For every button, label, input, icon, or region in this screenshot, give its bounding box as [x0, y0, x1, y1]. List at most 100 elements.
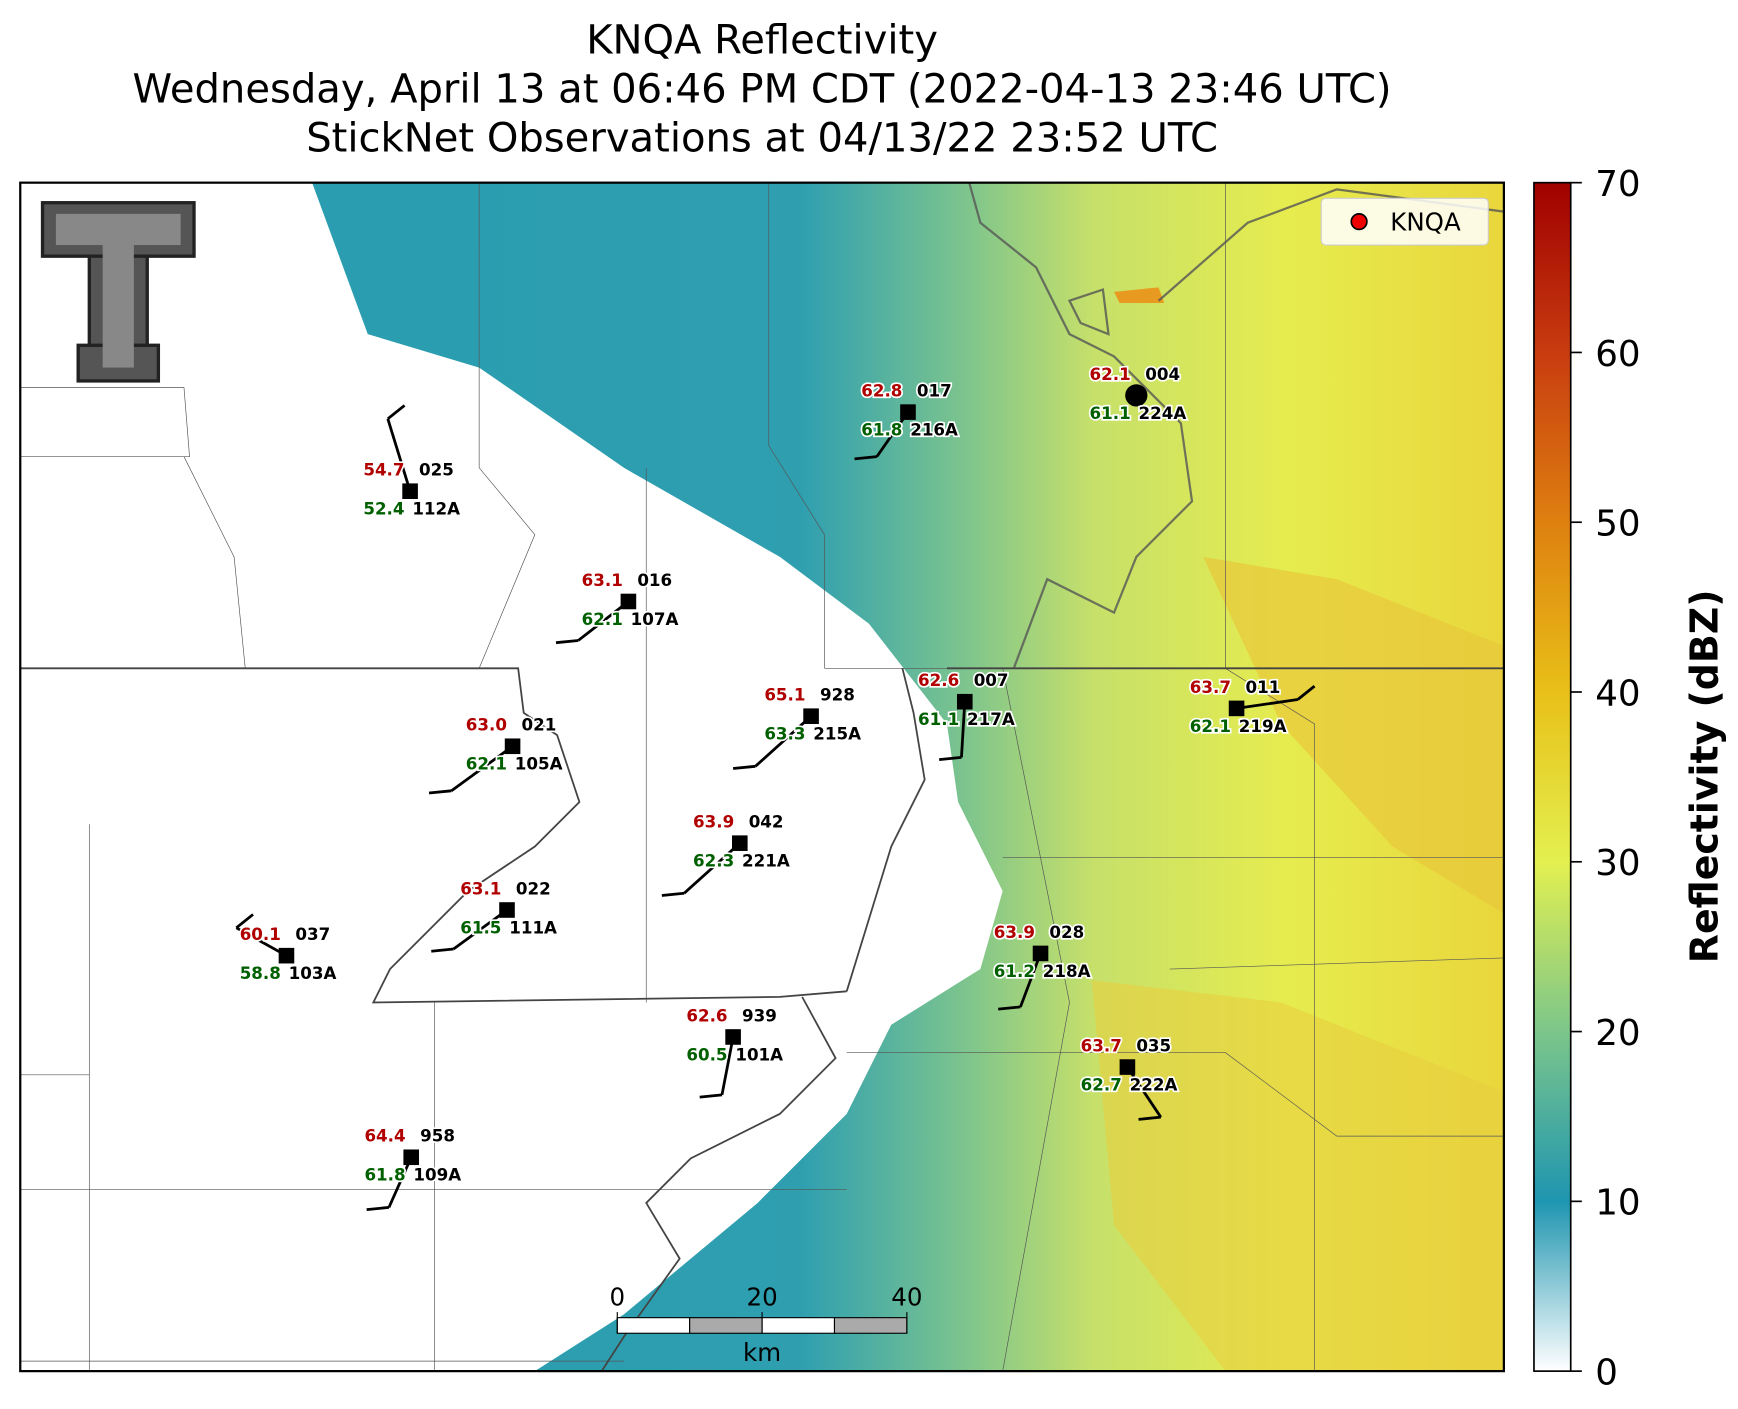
title-line: KNQA Reflectivity [586, 17, 938, 63]
probe-id: 219A [1239, 716, 1287, 736]
radar-echo-core [1114, 287, 1165, 303]
dewpoint: 61.5 [460, 917, 501, 937]
scale-unit: km [743, 1338, 781, 1367]
station-marker [1032, 945, 1049, 962]
station-id: 035 [1136, 1035, 1171, 1055]
title-line: StickNet Observations at 04/13/22 23:52 … [306, 115, 1218, 161]
wind-barb [387, 1156, 413, 1208]
station-marker [1228, 700, 1245, 717]
station-id: 007 [974, 670, 1009, 690]
wind-barb [431, 947, 454, 953]
colorbar-tick-label: 50 [1595, 504, 1640, 545]
probe-id: 109A [413, 1165, 461, 1185]
scale-segment [761, 1317, 836, 1334]
probe-id: 107A [631, 609, 679, 629]
station-id: 025 [419, 460, 454, 480]
temperature: 62.6 [686, 1005, 727, 1025]
station-marker [956, 693, 973, 710]
station-id: 037 [295, 924, 330, 944]
station-id: 017 [917, 381, 952, 401]
station-marker [1119, 1059, 1136, 1075]
wind-barb [1138, 1115, 1161, 1121]
wind-barb [450, 745, 514, 792]
legend: KNQA [1320, 197, 1489, 246]
dewpoint: 61.1 [1090, 403, 1131, 423]
wind-barb [1019, 952, 1042, 1008]
wind-barb [683, 842, 741, 895]
legend-marker [1350, 213, 1368, 231]
station-marker [499, 902, 515, 918]
probe-id: 218A [1043, 961, 1091, 981]
wind-barb [754, 715, 813, 768]
dewpoint: 62.1 [1190, 716, 1231, 736]
station-id: 028 [1049, 922, 1084, 942]
scale-segment [833, 1317, 908, 1334]
dewpoint: 62.1 [582, 609, 623, 629]
dewpoint: 58.8 [240, 963, 281, 983]
colorbar-tick-label: 60 [1595, 334, 1640, 375]
county-lines [20, 182, 1504, 1372]
dewpoint: 63.3 [764, 724, 805, 744]
station-id: 958 [420, 1126, 455, 1146]
colorbar-tick-label: 40 [1595, 673, 1640, 714]
station-marker [403, 1149, 420, 1166]
wind-barb [235, 913, 254, 929]
dewpoint: 61.2 [994, 961, 1035, 981]
wind-barb [577, 600, 630, 642]
temperature: 63.1 [582, 570, 623, 590]
probe-id: 112A [412, 499, 460, 519]
map [20, 182, 1504, 1372]
wind-barb [854, 455, 877, 461]
wind-barb [235, 926, 288, 957]
dewpoint: 62.1 [466, 754, 507, 774]
station-marker [620, 593, 637, 610]
probe-id: 224A [1139, 403, 1187, 423]
temperature: 63.0 [466, 715, 507, 735]
wind-barb [998, 1005, 1021, 1011]
wind-barb [555, 639, 579, 645]
probe-id: 215A [813, 724, 861, 744]
scale-segment [689, 1317, 763, 1334]
scale-label: 0 [609, 1282, 625, 1311]
station-marker [402, 483, 418, 499]
station-marker [803, 708, 819, 724]
colorbar-tick-label: 0 [1595, 1352, 1618, 1393]
station-id: 928 [820, 685, 855, 705]
wind-barb [366, 1206, 390, 1212]
station-id: 042 [749, 812, 784, 832]
wind-barb [386, 418, 412, 492]
wind-barb [661, 891, 685, 897]
station-marker [504, 738, 521, 755]
probe-id: 111A [509, 917, 557, 937]
colorbar-tick-label: 30 [1595, 843, 1640, 884]
stations: 54.7 025 52.4 112A 63.1 016 62.1 107A 62.8 017 61.… [235, 362, 1316, 1212]
wind-barb [699, 1093, 723, 1099]
scale-label: 20 [746, 1282, 777, 1311]
colorbar [1533, 181, 1572, 1372]
dewpoint: 61.8 [364, 1165, 405, 1185]
dewpoint: 60.5 [686, 1044, 727, 1064]
probe-id: 216A [910, 420, 958, 440]
station-id: 004 [1145, 364, 1180, 384]
temperature: 62.6 [918, 670, 959, 690]
probe-id: 222A [1130, 1074, 1178, 1094]
colorbar-tick-label: 10 [1595, 1183, 1640, 1224]
legend-label: KNQA [1390, 208, 1461, 237]
wind-barb [732, 764, 756, 770]
station-marker [725, 1029, 741, 1045]
wind-barb [428, 789, 452, 795]
temperature: 63.7 [1081, 1035, 1122, 1055]
station-id: 022 [516, 878, 551, 898]
station-marker [900, 404, 916, 420]
colorbar-tick-label: 70 [1595, 164, 1640, 205]
wind-barb [939, 756, 962, 762]
radar-echo-core [1091, 980, 1504, 1372]
radar-echo-core [1203, 556, 1504, 914]
scale-label: 40 [891, 1282, 922, 1311]
wind-barb [1236, 698, 1299, 710]
dewpoint: 62.7 [1081, 1074, 1122, 1094]
probe-id: 103A [289, 963, 337, 983]
wind-barb [1296, 685, 1316, 701]
colorbar-tick-label: 20 [1595, 1013, 1640, 1054]
